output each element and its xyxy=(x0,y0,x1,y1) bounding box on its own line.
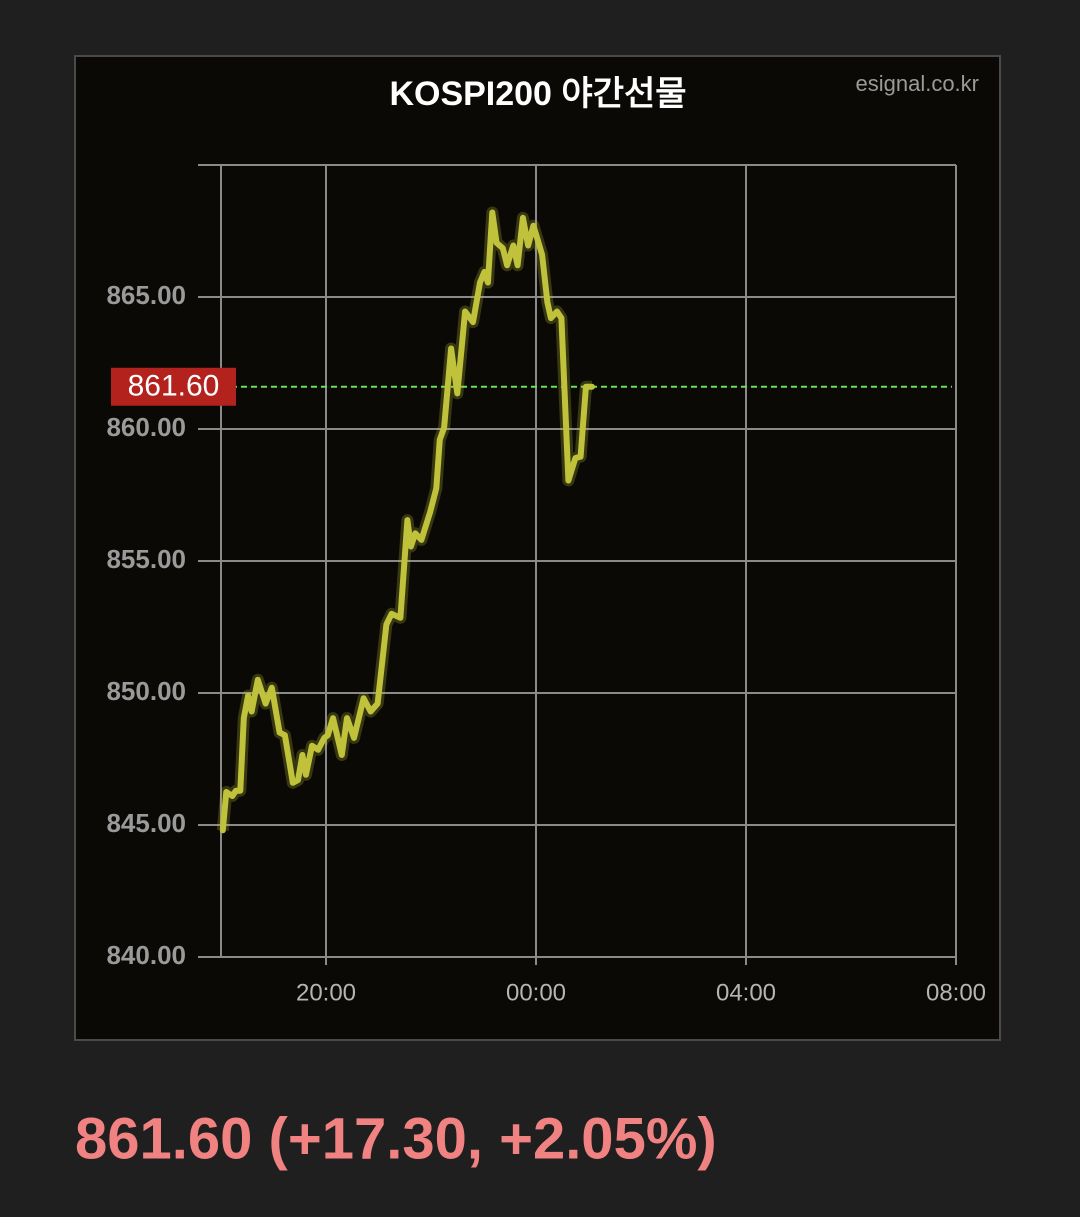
x-tick-label: 04:00 xyxy=(716,979,776,1006)
y-tick-label: 850.00 xyxy=(106,676,186,706)
x-tick-label: 00:00 xyxy=(506,979,566,1006)
y-tick-label: 840.00 xyxy=(106,940,186,970)
chart-title: KOSPI200 야간선물 xyxy=(389,75,686,113)
y-tick-label: 865.00 xyxy=(106,280,186,310)
summary: 861.60 (+17.30, +2.05%) xyxy=(75,1106,717,1171)
source: esignal.co.kr xyxy=(855,71,979,96)
y-tick-label: 855.00 xyxy=(106,544,186,574)
x-tick-label: 20:00 xyxy=(296,979,356,1006)
y-tick-label: 860.00 xyxy=(106,412,186,442)
price-line xyxy=(219,209,595,834)
last-price-label: 861.60 xyxy=(128,370,220,403)
last-price-tag xyxy=(111,367,236,406)
y-tick-label: 845.00 xyxy=(106,808,186,838)
x-tick-label: 08:00 xyxy=(926,979,986,1006)
chart-panel xyxy=(74,55,1001,1041)
